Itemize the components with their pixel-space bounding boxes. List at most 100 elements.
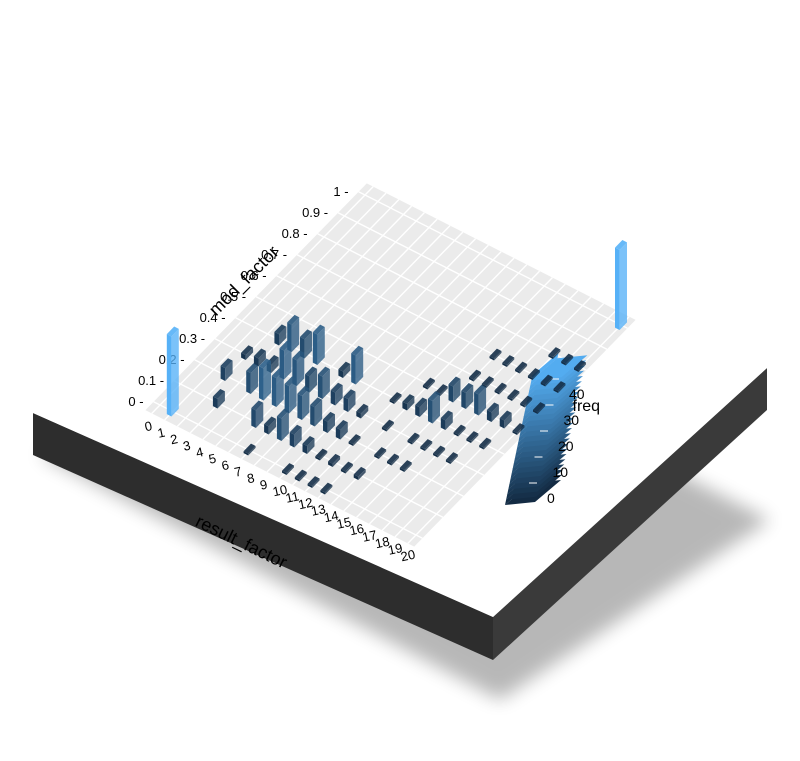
bar-face-side bbox=[412, 434, 420, 445]
bar-face-front bbox=[461, 390, 466, 409]
bar-x3-y0.1 bbox=[212, 388, 225, 409]
bar-face-front bbox=[422, 385, 428, 390]
bar-x20-y0.7 bbox=[553, 381, 566, 393]
bar-face-front bbox=[448, 384, 454, 403]
bar-face-top bbox=[276, 408, 289, 419]
x-tick-label: 20 bbox=[399, 547, 416, 565]
bar-x12-y0 bbox=[307, 476, 320, 488]
bar-x20-y0.5 bbox=[512, 423, 525, 435]
bar-face-front bbox=[166, 334, 172, 417]
bar-face-front bbox=[241, 352, 246, 360]
bar-face-front bbox=[420, 446, 425, 451]
bar-x13-y0.4 bbox=[402, 394, 415, 411]
bar-x9-y0.1 bbox=[289, 424, 302, 448]
bar-face-top bbox=[507, 389, 520, 400]
bar-face-front bbox=[399, 467, 405, 472]
bar-face-side bbox=[378, 449, 387, 459]
x-tick-label: 15 bbox=[335, 514, 352, 532]
bar-face-top bbox=[561, 353, 574, 364]
y-tick-label: 0.9 - bbox=[302, 205, 328, 220]
bar-face-side bbox=[445, 412, 453, 430]
bar-face-side bbox=[248, 445, 256, 456]
bar-face-side bbox=[450, 454, 458, 464]
bar-face-top bbox=[284, 376, 297, 387]
bar-face-front bbox=[253, 356, 259, 367]
bar-x14-y0.4 bbox=[415, 397, 428, 417]
x-tick-label: 5 bbox=[207, 451, 217, 467]
bar-x17-y0.4 bbox=[453, 424, 466, 437]
bar-face-side bbox=[494, 350, 502, 361]
bar-face-front bbox=[486, 410, 492, 422]
bar-x3-y0.4 bbox=[274, 324, 287, 346]
bar-x9-y0.2 bbox=[310, 397, 323, 427]
bar-face-top bbox=[328, 453, 341, 464]
bar-x4-y0.2 bbox=[246, 363, 259, 394]
bar-face-front bbox=[212, 396, 218, 409]
bar-face-top bbox=[481, 376, 494, 387]
bar-face-side bbox=[360, 406, 369, 419]
bar-face-side bbox=[302, 388, 310, 420]
x-tick-label: 3 bbox=[182, 438, 192, 454]
bar-face-top bbox=[246, 363, 259, 374]
bar-x7-y0.2 bbox=[284, 376, 297, 414]
bar-x14-y0.2 bbox=[374, 447, 387, 459]
bar-face-front bbox=[489, 356, 495, 361]
bar-face-top bbox=[407, 432, 420, 443]
bar-face-top bbox=[402, 394, 415, 405]
bar-face-top bbox=[615, 240, 627, 250]
bar-x15-y0.7 bbox=[489, 348, 502, 361]
bar-face-top bbox=[415, 397, 428, 408]
bar-face-side bbox=[465, 385, 474, 409]
bar-face-front bbox=[343, 396, 349, 412]
bar-face-front bbox=[302, 443, 308, 454]
bar-face-side bbox=[348, 391, 356, 412]
bar-face-top bbox=[264, 416, 277, 427]
x-tick-label: 18 bbox=[374, 534, 391, 552]
bar-face-front bbox=[428, 398, 433, 424]
bar-face-top bbox=[422, 377, 435, 388]
bar-x15-y0.5 bbox=[448, 376, 461, 403]
legend-tick-label: 10 bbox=[553, 464, 569, 480]
y-tick-label: 0.1 - bbox=[138, 373, 164, 388]
bar-x9-y0.3 bbox=[330, 382, 343, 406]
bar-face-top bbox=[512, 423, 525, 434]
bar-face-front bbox=[356, 411, 361, 419]
bar-x16-y0.4 bbox=[440, 410, 453, 430]
bar-face-front bbox=[389, 399, 395, 404]
bar-face-side bbox=[440, 386, 448, 396]
y-tick-label: 0 - bbox=[128, 394, 143, 409]
bar-face-front bbox=[307, 483, 313, 488]
bar-face-top bbox=[489, 348, 502, 359]
bar-face-side bbox=[537, 404, 545, 414]
bar-x5-y0.2 bbox=[259, 358, 271, 401]
bar-face-side bbox=[325, 484, 333, 495]
x-tick-label: 17 bbox=[361, 527, 378, 545]
bar-face-front bbox=[415, 405, 420, 417]
bar-face-top bbox=[305, 366, 318, 377]
bar-x10-y0 bbox=[282, 463, 294, 475]
bar-face-side bbox=[268, 418, 277, 435]
bar-face-top bbox=[338, 361, 351, 372]
bar-face-side bbox=[504, 412, 512, 429]
bar-face-side bbox=[284, 343, 292, 380]
legend-title: freq bbox=[573, 398, 601, 415]
bar-face-top bbox=[494, 382, 507, 393]
bar-face-side bbox=[358, 469, 366, 480]
bar-face-side bbox=[565, 355, 574, 366]
bar-face-front bbox=[574, 367, 579, 372]
bar-x10-y0.1 bbox=[302, 436, 315, 454]
bar-face-side bbox=[619, 242, 627, 330]
bar-face-front bbox=[540, 382, 546, 387]
bar-face-top bbox=[499, 410, 512, 421]
bar-face-top bbox=[212, 388, 225, 399]
bar-face-top bbox=[469, 369, 481, 380]
x-tick-label: 4 bbox=[195, 444, 205, 460]
bar-face-top bbox=[271, 368, 284, 379]
bar-face-front bbox=[289, 432, 295, 448]
legend-tick-label: 20 bbox=[558, 438, 574, 454]
bar-face-side bbox=[279, 326, 287, 346]
bar-face-front bbox=[440, 418, 446, 430]
base-side-left bbox=[33, 413, 493, 660]
bar-face-side bbox=[437, 447, 446, 458]
bar-face-side bbox=[255, 402, 264, 428]
